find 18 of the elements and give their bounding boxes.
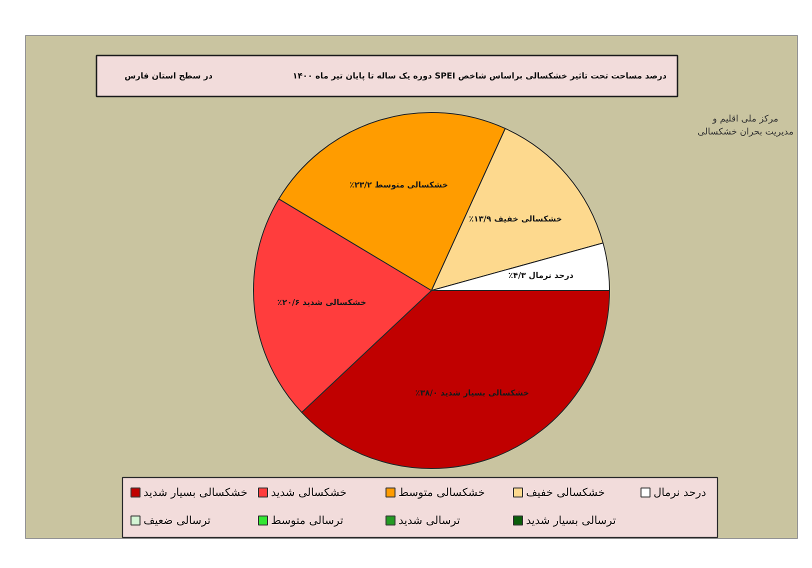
data-label: خشکسالی متوسط ۲۳/۲٪ (349, 180, 448, 190)
legend-label: ترسالی ضعیف (144, 514, 211, 527)
text: مدیریت بحران خشکسالی (697, 128, 794, 138)
legend-label: ترسالی شدید (398, 514, 460, 527)
legend-label: خشکسالی شدید (271, 486, 347, 499)
legend-label: خشکسالی متوسط (398, 486, 485, 499)
legend-label: خشکسالی خفیف (526, 486, 605, 499)
chart-subtitle: در سطح استان فارس (124, 70, 213, 80)
legend-label: ترسالی بسیار شدید (526, 514, 616, 527)
legend-label: ترسالی متوسط (271, 514, 344, 527)
data-label: خشکسالی شدید ۲۰/۶٪ (277, 298, 366, 307)
text: مرکز ملی اقلیم و (712, 114, 779, 124)
data-label: خشکسالی بسیار شدید ۳۸/۰٪ (415, 388, 530, 398)
legend-label: خشکسالی بسیار شدید (144, 486, 248, 499)
data-label: خشکسالی خفیف ۱۳/۹٪ (468, 214, 562, 224)
data-label: درحد نرمال ۴/۳٪ (508, 271, 574, 280)
legend-label: درحد نرمال (654, 486, 706, 499)
chart-title: درصد مساحت تحت تاثیر خشکسالی براساس شاخص SPEI دوره یک ساله تا پایان تیر ماه ۱۴۰۰ (292, 70, 667, 80)
